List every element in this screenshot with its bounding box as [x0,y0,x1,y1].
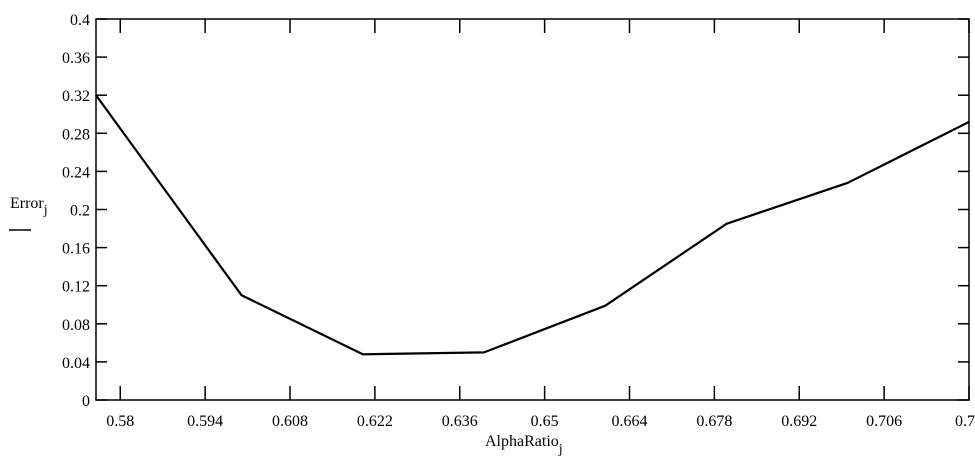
x-tick-label: 0.622 [357,413,393,430]
x-tick-label: 0.664 [612,413,648,430]
plot-frame [95,18,970,401]
x-tick-label: 0.72 [955,413,975,430]
y-axis-title-subscript: j [43,203,48,218]
series-line [95,94,970,356]
y-tick-label: 0.08 [62,317,90,334]
x-axis-title-text: AlphaRatio [485,433,559,450]
x-tick-label: 0.594 [187,413,223,430]
x-tick-label: 0.58 [106,413,134,430]
x-axis-title-subscript: j [558,442,563,457]
x-axis-title: AlphaRatioj [485,433,563,457]
x-tick-labels: 0.58 0.594 0.608 0.622 0.636 0.65 0.664 0.678 0.… [106,413,975,430]
y-tick-label: 0.4 [70,12,90,29]
y-tick-label: 0.24 [62,164,90,181]
y-tick-label: 0.28 [62,126,90,143]
y-tick-label: 0.36 [62,50,90,67]
tick-marks [96,18,970,401]
y-tick-label: 0.32 [62,88,90,105]
y-tick-label: 0.16 [62,241,90,258]
y-axis-title: Errorj [10,195,48,218]
y-tick-labels: 0 0.04 0.08 0.12 0.16 0.2 0.24 0.28 0.32 0.36 0.4 [62,12,90,410]
x-tick-label: 0.706 [866,413,902,430]
y-tick-label: 0.04 [62,355,90,372]
x-tick-label: 0.636 [442,413,478,430]
y-tick-label: 0 [82,393,90,410]
y-tick-label: 0.2 [70,203,90,220]
x-tick-label: 0.692 [781,413,817,430]
x-tick-label: 0.678 [696,413,732,430]
x-tick-label: 0.608 [272,413,308,430]
y-tick-label: 0.12 [62,279,90,296]
y-axis-title-text: Error [10,195,44,212]
x-tick-label: 0.65 [531,413,559,430]
